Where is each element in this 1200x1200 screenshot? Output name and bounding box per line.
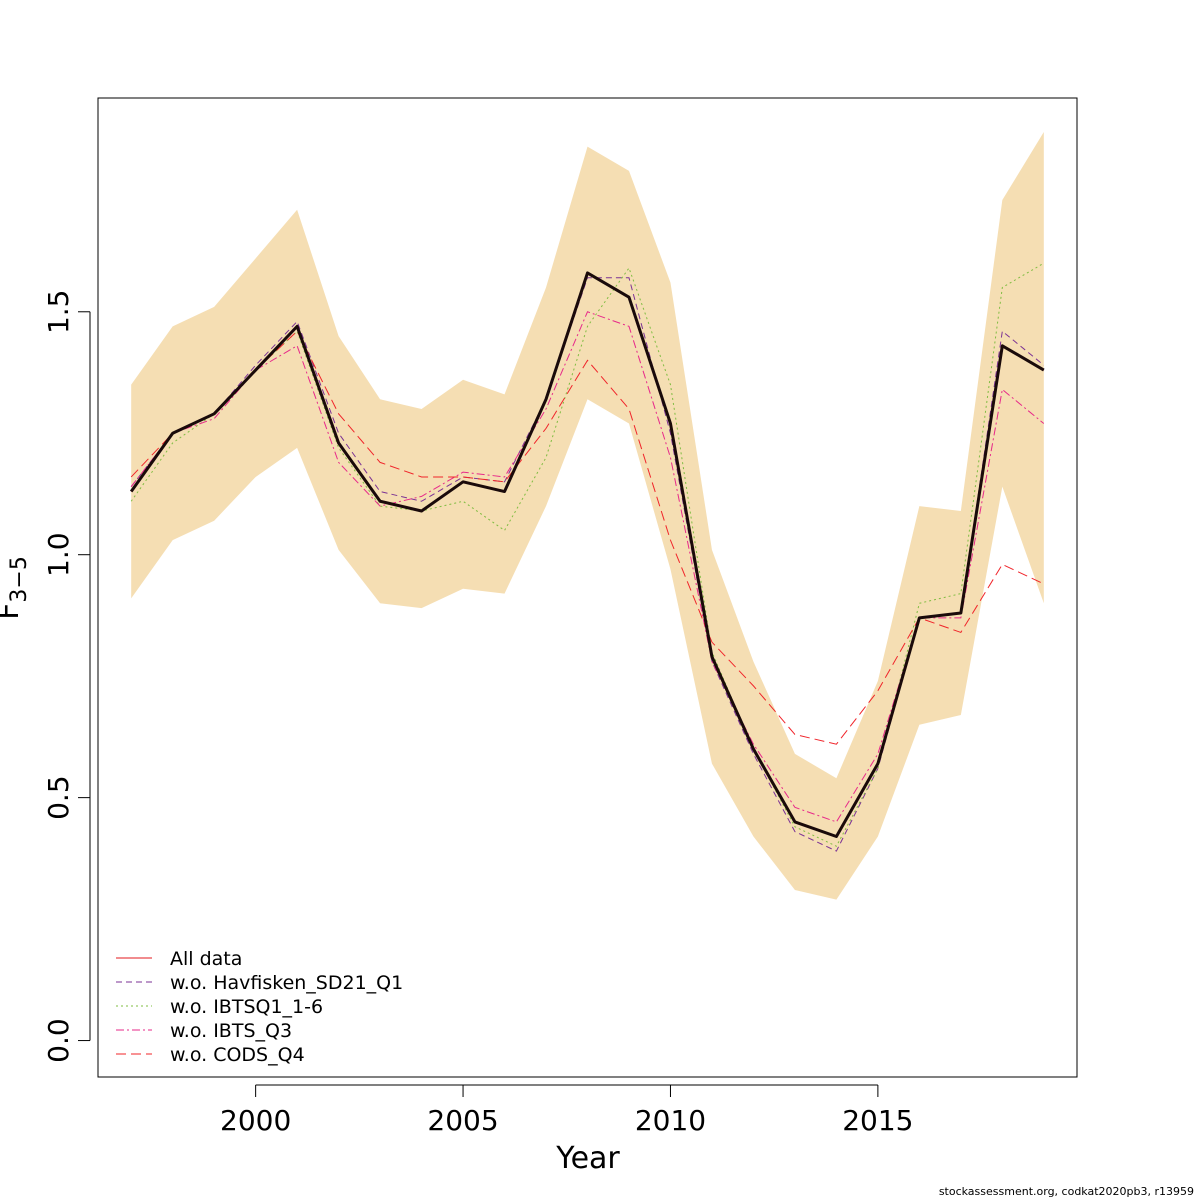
series-line-3 bbox=[130, 311, 1045, 823]
credit-text: stockassessment.org, codkat2020pb3, r139… bbox=[938, 1185, 1194, 1198]
y-axis-title-subscript: 3−5 bbox=[7, 556, 32, 602]
x-tick-label: 2000 bbox=[220, 1104, 291, 1137]
y-tick-label: 0.5 bbox=[42, 775, 75, 820]
plot-frame bbox=[97, 97, 1078, 1078]
x-tick-label: 2010 bbox=[635, 1104, 706, 1137]
legend-label: w.o. Havfisken_SD21_Q1 bbox=[170, 972, 403, 994]
x-axis-title: Year bbox=[555, 1141, 620, 1176]
legend-label: w.o. IBTS_Q3 bbox=[170, 1020, 292, 1042]
y-tick-label: 1.0 bbox=[42, 532, 75, 577]
confidence-band bbox=[131, 132, 1044, 900]
y-tick-label: 0.0 bbox=[42, 1018, 75, 1063]
y-axis-title: F3−5 bbox=[0, 556, 32, 620]
confidence-band-layer bbox=[131, 132, 1044, 900]
x-axis: 2000 2005 2010 2015 bbox=[220, 1084, 914, 1137]
main-line-layer bbox=[129, 271, 1045, 839]
legend-label: All data bbox=[170, 948, 242, 970]
x-tick-label: 2015 bbox=[842, 1104, 913, 1137]
legend-label: w.o. CODS_Q4 bbox=[170, 1044, 305, 1066]
y-tick-label: 1.5 bbox=[42, 290, 75, 335]
x-tick-label: 2005 bbox=[427, 1104, 498, 1137]
y-axis-title-main: F bbox=[0, 603, 26, 620]
legend-label: w.o. IBTSQ1_1-6 bbox=[170, 996, 323, 1018]
series-line-4 bbox=[130, 330, 1045, 745]
y-axis: 0.0 0.5 1.0 1.5 bbox=[42, 290, 91, 1063]
main-estimate-line bbox=[129, 271, 1045, 839]
